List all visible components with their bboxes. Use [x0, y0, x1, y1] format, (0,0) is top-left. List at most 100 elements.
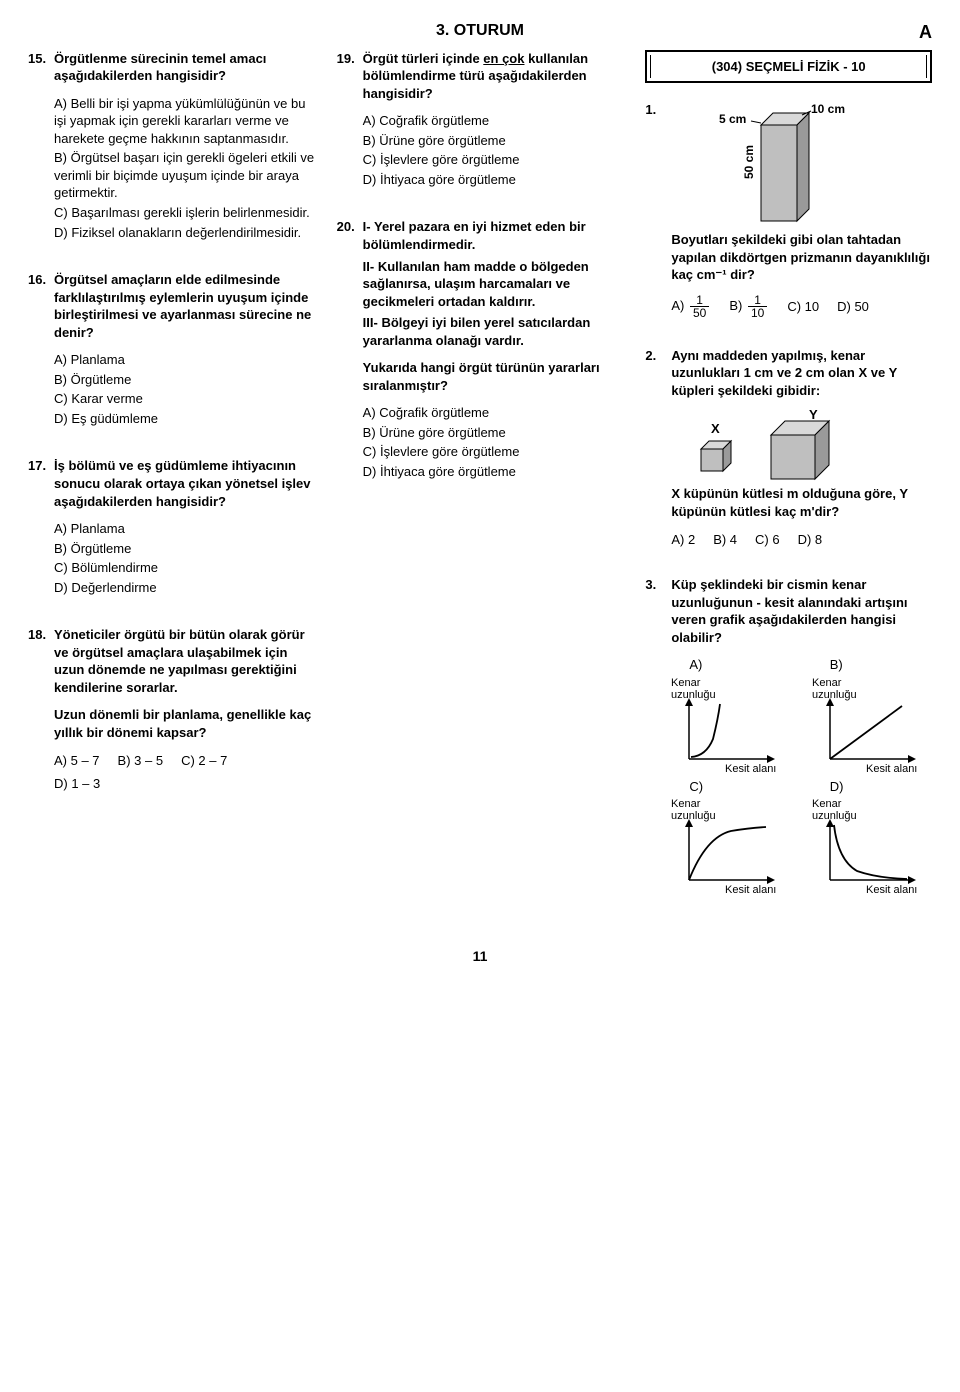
svg-text:Kenar: Kenar	[671, 798, 701, 810]
column-3: (304) SEÇMELİ FİZİK - 10 1. 10 cm 5	[645, 50, 932, 924]
page-number: 11	[28, 947, 932, 966]
column-2: 19. Örgüt türleri içinde en çok kullanıl…	[337, 50, 624, 924]
q-stem-part2: Uzun dönemli bir planlama, genellikle ka…	[54, 706, 315, 741]
option: B) Örgütleme	[54, 540, 315, 558]
q-options: A) Planlama B) Örgütleme C) Bölümlendirm…	[54, 520, 315, 596]
q-options: A) 150 B) 110 C) 10 D) 50	[671, 294, 932, 319]
svg-text:Kenar: Kenar	[671, 677, 701, 689]
option: B) 4	[713, 531, 737, 549]
question-19: 19. Örgüt türleri içinde en çok kullanıl…	[337, 50, 624, 191]
session-title: 3. OTURUM	[436, 22, 524, 39]
stem-pre: Örgüt türleri içinde	[363, 51, 484, 66]
svg-text:Kenar: Kenar	[812, 677, 842, 689]
roman-item: III- Bölgeyi iyi bilen yerel satıcılarda…	[363, 314, 624, 349]
option-c: C) 10	[787, 298, 819, 316]
stem-underline: en çok	[483, 51, 524, 66]
q-number: 18.	[28, 626, 54, 792]
physics-question-1: 1. 10 cm 5 cm 50 cm	[645, 101, 932, 319]
q-options: A) 2 B) 4 C) 6 D) 8	[671, 531, 932, 549]
q-number: 17.	[28, 457, 54, 598]
option: D) Değerlendirme	[54, 579, 315, 597]
option: A) Coğrafik örgütleme	[363, 404, 624, 422]
option-a: A) 150	[671, 294, 711, 319]
q-number: 2.	[645, 347, 671, 548]
q-options: A) Coğrafik örgütleme B) Ürüne göre örgü…	[363, 404, 624, 480]
graph-b: Kenar uzunluğu Kesit alanı	[812, 674, 932, 774]
question-17: 17. İş bölümü ve eş güdümleme ihtiyacını…	[28, 457, 315, 598]
svg-text:uzunluğu: uzunluğu	[671, 689, 716, 701]
physics-question-2: 2. Aynı maddeden yapılmış, kenar uzunluk…	[645, 347, 932, 548]
q-options: A) 5 – 7 B) 3 – 5 C) 2 – 7 D) 1 – 3	[54, 752, 234, 793]
roman-item: II- Kullanılan ham madde o bölgeden sağl…	[363, 258, 624, 311]
option: D) Fiziksel olanakların değerlendirilmes…	[54, 224, 315, 242]
cubes-figure: X Y	[671, 409, 871, 485]
question-15: 15. Örgütlenme sürecinin temel amacı aşa…	[28, 50, 315, 243]
option: D) 1 – 3	[54, 775, 100, 793]
physics-question-3: 3. Küp şeklindeki bir cismin kenar uzunl…	[645, 576, 932, 895]
question-18: 18. Yöneticiler örgütü bir bütün olarak …	[28, 626, 315, 792]
q-stem-part2: X küpünün kütlesi m olduğuna göre, Y küp…	[671, 485, 932, 520]
svg-text:uzunluğu: uzunluğu	[671, 810, 716, 822]
option: D) 8	[798, 531, 823, 549]
q-stem: Yukarıda hangi örgüt türünün yararları s…	[363, 359, 624, 394]
label-side: 5 cm	[719, 112, 746, 126]
option: A) Planlama	[54, 351, 315, 369]
option: B) Örgütleme	[54, 371, 315, 389]
option: B) Örgütsel başarı için gerekli ögeleri …	[54, 149, 315, 202]
svg-text:uzunluğu: uzunluğu	[812, 689, 857, 701]
booklet-letter: A	[919, 20, 932, 44]
option: B) Ürüne göre örgütleme	[363, 132, 624, 150]
option: A) Belli bir işi yapma yükümlülüğünün ve…	[54, 95, 315, 148]
graph-c: Kenar uzunluğu Kesit alanı	[671, 795, 791, 895]
q-number: 15.	[28, 50, 54, 243]
option: C) 6	[755, 531, 780, 549]
label-top: 10 cm	[811, 102, 845, 116]
option: C) Karar verme	[54, 390, 315, 408]
q-options: A) Belli bir işi yapma yükümlülüğünün ve…	[54, 95, 315, 241]
option: A) 5 – 7	[54, 752, 100, 770]
graph-label-c: C)	[671, 778, 791, 796]
q-stem: Örgütsel amaçların elde edilmesinde fark…	[54, 271, 315, 341]
q-stem: Boyutları şekildeki gibi olan tahtadan y…	[671, 231, 932, 284]
q-options: A) Coğrafik örgütleme B) Ürüne göre örgü…	[363, 112, 624, 188]
q-options: A) Planlama B) Örgütleme C) Karar verme …	[54, 351, 315, 427]
svg-text:Kesit alanı: Kesit alanı	[725, 763, 776, 774]
option: C) İşlevlere göre örgütleme	[363, 151, 624, 169]
svg-text:Kesit alanı: Kesit alanı	[725, 884, 776, 895]
label-height: 50 cm	[742, 145, 756, 179]
q-stem-part1: Yöneticiler örgütü bir bütün olarak görü…	[54, 626, 315, 696]
option: A) Coğrafik örgütleme	[363, 112, 624, 130]
label-x: X	[711, 421, 720, 436]
graph-label-b: B)	[812, 656, 932, 674]
svg-text:Kesit alanı: Kesit alanı	[866, 884, 917, 895]
option: C) İşlevlere göre örgütleme	[363, 443, 624, 461]
columns: 15. Örgütlenme sürecinin temel amacı aşa…	[28, 50, 932, 924]
q-stem: Örgütlenme sürecinin temel amacı aşağıda…	[54, 50, 315, 85]
column-1: 15. Örgütlenme sürecinin temel amacı aşa…	[28, 50, 315, 924]
prism-figure: 10 cm 5 cm 50 cm	[671, 101, 871, 231]
question-20: 20. I- Yerel pazara en iyi hizmet eden b…	[337, 218, 624, 482]
graph-d: Kenar uzunluğu Kesit alanı	[812, 795, 932, 895]
question-16: 16. Örgütsel amaçların elde edilmesinde …	[28, 271, 315, 429]
graph-label-d: D)	[812, 778, 932, 796]
roman-list: I- Yerel pazara en iyi hizmet eden bir b…	[363, 218, 624, 349]
svg-text:Kenar: Kenar	[812, 798, 842, 810]
option-b: B) 110	[729, 294, 769, 319]
option-d: D) 50	[837, 298, 869, 316]
option: D) Eş güdümleme	[54, 410, 315, 428]
q-stem: İş bölümü ve eş güdümleme ihtiyacının so…	[54, 457, 315, 510]
q-number: 20.	[337, 218, 363, 482]
section-header: (304) SEÇMELİ FİZİK - 10	[645, 50, 932, 84]
q-number: 16.	[28, 271, 54, 429]
svg-text:Kesit alanı: Kesit alanı	[866, 763, 917, 774]
graph-a: Kenar uzunluğu Kesit alanı	[671, 674, 791, 774]
q-stem: Örgüt türleri içinde en çok kullanılan b…	[363, 50, 624, 103]
option: B) 3 – 5	[118, 752, 164, 770]
q-number: 19.	[337, 50, 363, 191]
page-header: 3. OTURUM A	[28, 20, 932, 42]
option: B) Ürüne göre örgütleme	[363, 424, 624, 442]
label-y: Y	[809, 409, 818, 422]
q-stem: Küp şeklindeki bir cismin kenar uzunluğu…	[671, 576, 932, 646]
option: C) Bölümlendirme	[54, 559, 315, 577]
q-number: 1.	[645, 101, 671, 319]
